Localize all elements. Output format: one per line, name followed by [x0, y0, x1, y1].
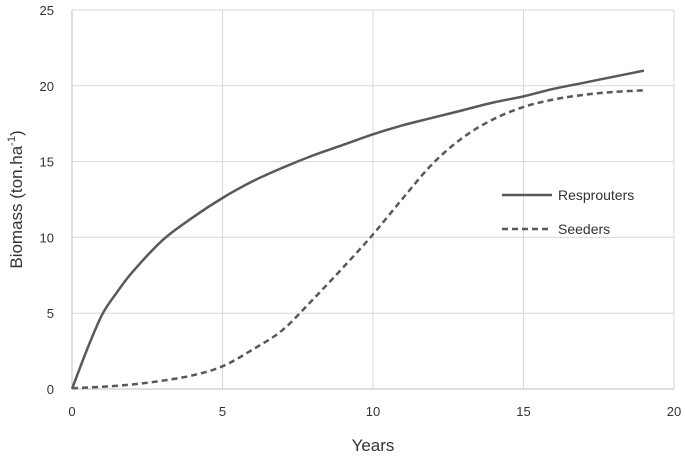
y-tick-label: 15 [40, 155, 54, 170]
y-axis-title-superscript: -1 [6, 136, 18, 146]
y-tick-label: 25 [40, 3, 54, 18]
y-axis-title-close: ) [7, 130, 26, 136]
y-tick-label: 20 [40, 79, 54, 94]
axes [71, 10, 674, 390]
x-tick-label: 15 [516, 404, 530, 419]
legend-label: Seeders [558, 221, 610, 237]
x-tick-label: 5 [219, 404, 226, 419]
x-tick-label: 10 [366, 404, 380, 419]
gridlines [71, 9, 675, 390]
series-line-resprouters [70, 69, 645, 390]
x-tick-label: 20 [667, 404, 681, 419]
legend-label: Resprouters [558, 187, 634, 203]
x-tick-label: 0 [68, 404, 75, 419]
series-layer [70, 69, 645, 390]
x-axis-title: Years [352, 436, 395, 455]
y-axis-title-main: Biomass (ton.ha [7, 145, 26, 268]
y-tick-labels: 0 5 10 15 20 25 [40, 3, 54, 397]
series-line-seeders [71, 89, 644, 390]
y-tick-label: 5 [47, 306, 54, 321]
legend: Resprouters Seeders [502, 187, 634, 237]
y-tick-label: 10 [40, 230, 54, 245]
y-axis-title: Biomass (ton.ha-1) [6, 130, 26, 268]
x-tick-labels: 0 5 10 15 20 [68, 404, 681, 419]
y-tick-label: 0 [47, 382, 54, 397]
